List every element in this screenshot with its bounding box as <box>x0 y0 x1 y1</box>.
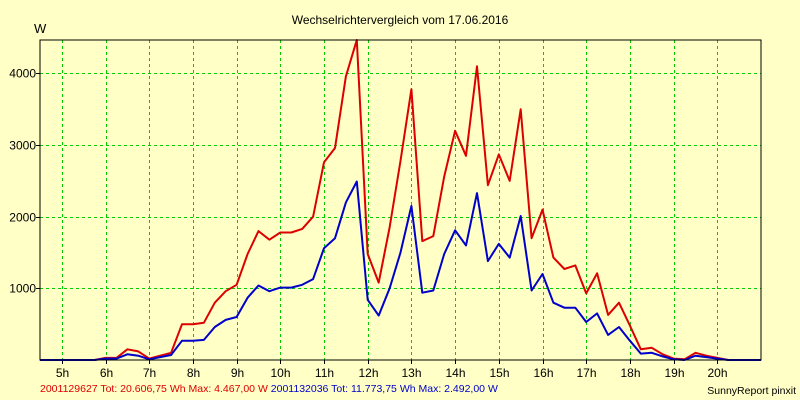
x-tick-label: 6h <box>100 366 113 380</box>
x-tick-label: 16h <box>533 366 553 380</box>
x-axis: 5h 6h 7h 8h 9h 10h 11h 12h 13h 14h 15h 16h 17h 18h 19h… <box>56 360 728 380</box>
x-tick-label: 19h <box>664 366 684 380</box>
x-tick-label: 10h <box>270 366 290 380</box>
chart-title: Wechselrichtervergleich vom 17.06.2016 <box>292 13 509 27</box>
x-tick-label: 13h <box>401 366 421 380</box>
y-tick-label: 4000 <box>9 67 36 81</box>
grid-lines <box>40 40 761 360</box>
x-tick-label: 11h <box>315 366 334 380</box>
legend-series-1: 2001129627 Tot: 20.606,75 Wh Max: 4.467,… <box>40 383 268 395</box>
x-tick-label: 7h <box>143 366 156 380</box>
y-axis-unit: W <box>34 21 47 36</box>
legend: 2001129627 Tot: 20.606,75 Wh Max: 4.467,… <box>40 383 498 395</box>
x-tick-label: 8h <box>187 366 200 380</box>
plot-border <box>39 39 762 361</box>
credit-text: SunnyReport pinxit <box>707 385 796 397</box>
x-tick-label: 14h <box>445 366 465 380</box>
y-tick-label: 2000 <box>9 211 36 225</box>
series-line-2 <box>40 180 761 361</box>
x-tick-label: 18h <box>620 366 640 380</box>
x-tick-label: 15h <box>489 366 509 380</box>
x-tick-label: 20h <box>707 366 727 380</box>
x-tick-label: 5h <box>56 366 69 380</box>
legend-series-2: 2001132036 Tot: 11.773,75 Wh Max: 2.492,… <box>270 383 498 395</box>
series-layer <box>40 39 761 361</box>
x-tick-label: 17h <box>576 366 596 380</box>
x-tick-label: 9h <box>231 366 244 380</box>
y-tick-label: 1000 <box>9 282 36 296</box>
y-tick-label: 3000 <box>9 139 36 153</box>
y-axis: 1000 2000 3000 4000 <box>9 67 40 296</box>
plot-area <box>39 39 762 361</box>
series-line-1 <box>40 39 761 361</box>
x-tick-label: 12h <box>358 366 378 380</box>
